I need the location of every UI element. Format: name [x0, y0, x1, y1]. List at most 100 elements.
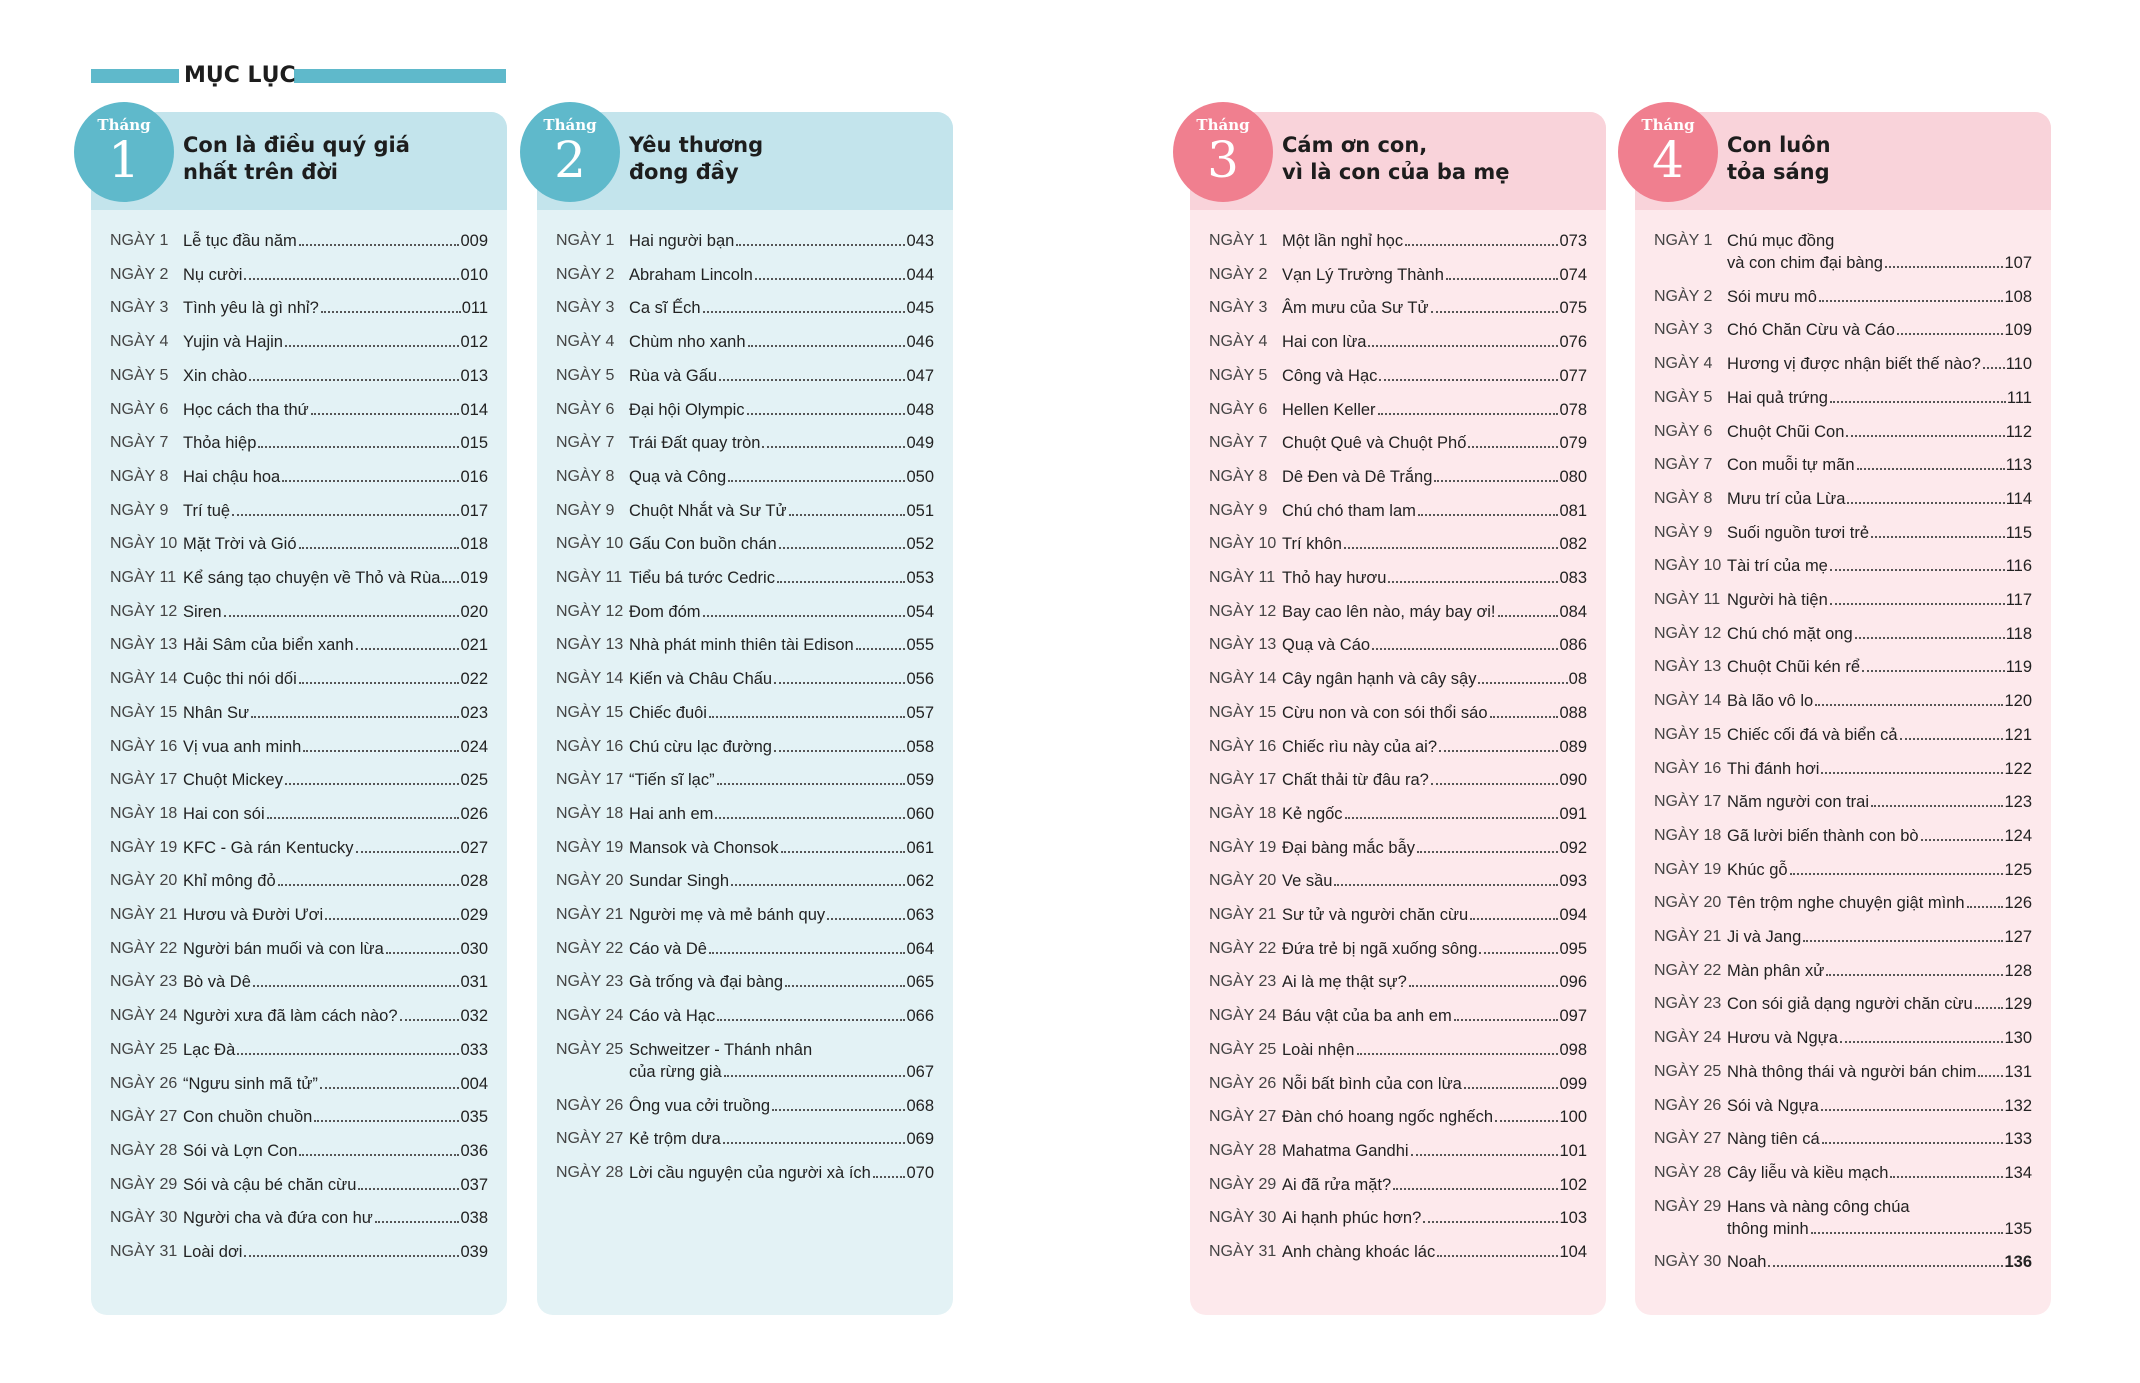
entry-content: Trái Đất quay tròn 049	[629, 432, 934, 454]
entry-content: Âm mưu của Sư Tử 075	[1282, 297, 1587, 319]
toc-entry: NGÀY 12 Bay cao lên nào, máy bay ơi! 084	[1209, 601, 1587, 623]
entry-title: Lời cầu nguyện của người xà ích	[629, 1163, 871, 1182]
dot-leader	[1479, 951, 1559, 954]
entry-content: Hai anh em 060	[629, 803, 934, 825]
entry-title: Nàng tiên cá	[1727, 1130, 1820, 1149]
entry-content: Đại bàng mắc bẫy 092	[1282, 837, 1587, 859]
dot-leader	[1768, 1265, 2004, 1268]
entry-last-line: Nhà phát minh thiên tài Edison 055	[629, 634, 934, 656]
day-label: NGÀY 27	[1654, 1130, 1722, 1148]
entry-last-line: Nhân Sư 023	[183, 702, 488, 724]
page-number: 086	[1559, 636, 1587, 655]
entry-title: Con chuồn chuồn	[183, 1108, 313, 1127]
entry-content: Rùa và Gấu 047	[629, 365, 934, 387]
month-number: 4	[1652, 131, 1684, 189]
dot-leader	[244, 277, 460, 280]
entry-content: Trí khôn 082	[1282, 533, 1587, 555]
entry-content: Sói và Lợn Con 036	[183, 1140, 488, 1162]
entry-content: Kiến và Châu Chấu 056	[629, 668, 934, 690]
page-number: 031	[460, 973, 488, 992]
entry-title: Sói mưu mô	[1727, 287, 1817, 306]
entry-title: Người mẹ và mẻ bánh quy	[629, 906, 826, 924]
entry-last-line: Nụ cười 010	[183, 264, 488, 286]
day-label: NGÀY 14	[556, 670, 624, 688]
toc-entry: NGÀY 9 Trí tuệ 017	[110, 500, 488, 522]
dot-leader	[1439, 749, 1559, 752]
page-number: 044	[906, 265, 934, 284]
toc-entry: NGÀY 21 Ji và Jang 127	[1654, 926, 2032, 948]
dot-leader	[722, 1142, 906, 1145]
entry-last-line: Mahatma Gandhi 101	[1282, 1140, 1587, 1162]
day-label: NGÀY 24	[110, 1007, 178, 1025]
entry-content: Năm người con trai 123	[1727, 791, 2032, 813]
entry-content: Bà lão vô lo 120	[1727, 690, 2032, 712]
entry-last-line: Trí tuệ 017	[183, 500, 488, 522]
entry-content: Lạc Đà 033	[183, 1039, 488, 1061]
toc-entry: NGÀY 10 Trí khôn 082	[1209, 533, 1587, 555]
toc-entry: NGÀY 7 Trái Đất quay tròn 049	[556, 432, 934, 454]
toc-entry: NGÀY 15 Chiếc cối đá và biển cả 121	[1654, 724, 2032, 746]
page-number: 017	[460, 501, 488, 520]
entry-last-line: “Tiến sĩ lạc” 059	[629, 769, 934, 791]
entry-content: Hươu và Đười Ươi 029	[183, 904, 488, 926]
entry-last-line: Trí khôn 082	[1282, 533, 1587, 555]
month-number: 1	[108, 131, 140, 189]
entry-last-line: Con chuồn chuồn 035	[183, 1106, 488, 1128]
entry-title: Rùa và Gấu	[629, 366, 718, 385]
toc-entry: NGÀY 26 Sói và Ngựa 132	[1654, 1095, 2032, 1117]
day-label: NGÀY 22	[1654, 961, 1722, 979]
day-label: NGÀY 28	[1654, 1163, 1722, 1181]
entry-last-line: Hươu và Ngựa 130	[1727, 1027, 2032, 1049]
entry-content: “Ngưu sinh mã tử” 004	[183, 1073, 488, 1095]
entry-title: Cáo và Hạc	[629, 1007, 716, 1026]
entry-last-line: Loài nhện 098	[1282, 1039, 1587, 1061]
page-number: 029	[460, 906, 488, 924]
toc-entry: NGÀY 20 Ve sầu 093	[1209, 870, 1587, 892]
entry-title: Hai anh em	[629, 804, 714, 823]
entry-last-line: Khúc gỗ 125	[1727, 859, 2032, 881]
dot-leader	[715, 816, 906, 819]
entry-title: Hương vị được nhận biết thế nào?	[1727, 355, 1981, 374]
dot-leader	[1839, 1041, 2004, 1044]
day-label: NGÀY 13	[556, 636, 624, 654]
toc-entry: NGÀY 12 Chú chó mặt ong 118	[1654, 623, 2032, 645]
entry-last-line: Nàng tiên cá 133	[1727, 1128, 2032, 1150]
dot-leader	[1417, 850, 1559, 853]
page-number: 038	[460, 1209, 488, 1228]
month-title: Con là điều quý giá	[183, 133, 410, 157]
dot-leader	[1468, 446, 1559, 449]
page-number: 088	[1559, 703, 1587, 722]
month-label: Tháng	[97, 116, 151, 134]
page-number: 100	[1559, 1108, 1587, 1127]
entry-title: Tình yêu là gì nhỉ?	[183, 299, 319, 318]
day-label: NGÀY 28	[1209, 1141, 1277, 1159]
day-label: NGÀY 9	[1209, 501, 1268, 519]
entry-content: Hans và nàng công chúa thông minh 135	[1727, 1196, 2032, 1240]
day-label: NGÀY 21	[110, 906, 178, 923]
toc-entry: NGÀY 16 Chiếc rìu này của ai? 089	[1209, 736, 1587, 758]
entry-title: KFC - Gà rán Kentucky	[183, 838, 354, 857]
dot-leader	[719, 378, 906, 381]
day-label: NGÀY 31	[110, 1243, 178, 1260]
entry-last-line: Công và Hạc 077	[1282, 365, 1587, 387]
entry-title: Mặt Trời và Gió	[183, 535, 297, 554]
page-number: 111	[2006, 388, 2032, 407]
entry-content: Đom đóm 054	[629, 601, 934, 623]
page-number: 098	[1559, 1040, 1587, 1059]
day-label: NGÀY 4	[110, 333, 169, 351]
entry-last-line: Nhà thông thái và người bán chim 131	[1727, 1061, 2032, 1083]
day-label: NGÀY 22	[556, 939, 624, 957]
entry-content: Yujin và Hajin 012	[183, 331, 488, 353]
entry-last-line: Ca sĩ Ếch 045	[629, 297, 934, 319]
toc-entry: NGÀY 15 Cừu non và con sói thổi sáo 088	[1209, 702, 1587, 724]
page-number: 076	[1559, 333, 1587, 352]
page-number: 049	[906, 434, 934, 453]
entry-last-line: Người bán muối và con lừa 030	[183, 938, 488, 960]
toc-entry: NGÀY 23 Con sói giả dạng người chăn cừu 12…	[1654, 993, 2032, 1015]
entry-title: Kẻ trộm dưa	[629, 1130, 721, 1149]
entry-last-line: Cây ngân hạnh và cây sậy 08	[1282, 668, 1587, 690]
entry-last-line: Lạc Đà 033	[183, 1039, 488, 1061]
entry-content: Vị vua anh minh 024	[183, 736, 488, 758]
entry-title: Lạc Đà	[183, 1040, 236, 1059]
page-number: 021	[460, 636, 488, 655]
